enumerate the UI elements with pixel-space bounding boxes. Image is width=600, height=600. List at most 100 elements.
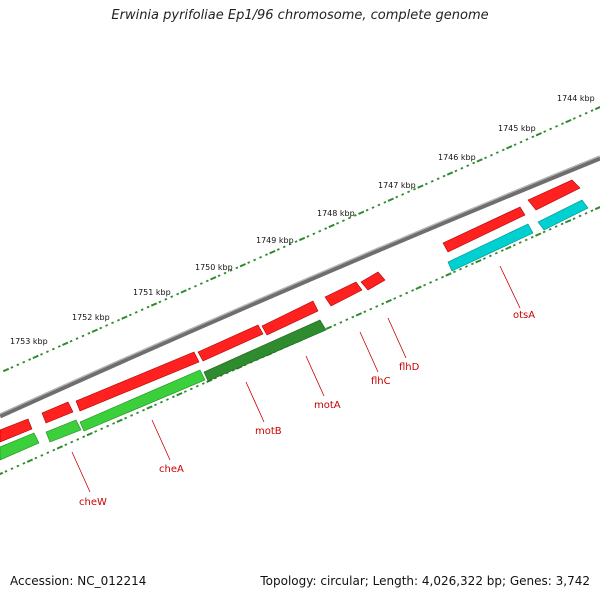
inner-tick-96: [572, 217, 576, 220]
outer-tick-100: [594, 106, 600, 111]
reverse-gene-cheW-region[interactable]: [45, 419, 82, 443]
gene-label-cheA[interactable]: cheA: [159, 464, 184, 475]
gene-arrow-motB[interactable]: [197, 324, 264, 362]
inner-tick-18: [106, 424, 110, 428]
forward-genes: [0, 179, 581, 443]
inner-tick-72: [429, 281, 433, 284]
outer-tick-70: [417, 184, 424, 189]
kbp-label-1753: 1753 kbp: [10, 337, 48, 346]
outer-tick-67: [401, 193, 405, 196]
reverse-gene-cheA-region[interactable]: [79, 369, 206, 432]
inner-tick-59: [351, 315, 355, 319]
outer-tick-18: [111, 321, 115, 325]
outer-tick-55: [328, 223, 335, 229]
outer-tick-19: [117, 318, 120, 322]
leader-flhD: [387, 317, 407, 359]
outer-tick-95: [565, 118, 572, 124]
gene-labels: otsA flhD flhC motA motB cheA cheW: [79, 310, 535, 508]
outer-tick-97: [578, 114, 582, 118]
inner-tick-63: [375, 305, 379, 308]
outer-tick-9: [57, 345, 61, 348]
outer-tick-94: [561, 122, 564, 126]
outer-tick-82: [489, 153, 493, 157]
leader-motB: [245, 381, 265, 423]
outer-tick-52: [312, 232, 316, 236]
kbp-label-1750: 1750 kbp: [195, 263, 233, 272]
rna-arrow-lower[interactable]: [447, 223, 534, 272]
inner-tick-95: [564, 219, 572, 224]
inner-tick-79: [470, 262, 474, 266]
outer-tick-45: [269, 249, 276, 255]
outer-tick-63: [377, 203, 381, 207]
inner-tick-28: [165, 398, 169, 401]
gene-label-motB[interactable]: motB: [255, 426, 282, 437]
inner-tick-3: [16, 464, 20, 468]
outer-tick-54: [324, 227, 328, 230]
outer-tick-75: [446, 171, 454, 176]
inner-tick-32: [189, 387, 193, 391]
reverse-gene-left-edge[interactable]: [0, 432, 40, 461]
genome-summary: Topology: circular; Length: 4,026,322 bp…: [260, 574, 590, 588]
inner-tick-35: [206, 378, 213, 384]
outer-tick-35: [210, 276, 217, 281]
gene-arrow-otsA[interactable]: [442, 206, 526, 253]
outer-tick-2: [16, 363, 20, 367]
gene-arrow-flhC[interactable]: [324, 281, 363, 307]
gene-label-flhD[interactable]: flhD: [399, 362, 420, 373]
outer-tick-60: [358, 210, 365, 215]
outer-tick-4: [28, 358, 32, 361]
outer-tick-72: [430, 180, 434, 183]
inner-tick-73: [435, 278, 439, 282]
outer-tick-23: [140, 308, 144, 312]
reverse-gene-dark[interactable]: [203, 319, 327, 382]
gene-label-cheW[interactable]: cheW: [79, 497, 107, 508]
gene-arrow-cheW[interactable]: [41, 401, 74, 424]
outer-tick-5: [32, 354, 39, 360]
outer-tick-3: [22, 360, 26, 364]
inner-tick-100: [594, 206, 600, 211]
inner-tick-19: [112, 422, 116, 425]
inner-tick-9: [52, 448, 56, 452]
outer-tick-59: [353, 214, 357, 217]
inner-tick-55: [325, 325, 333, 330]
gene-arrow-otsA-upper[interactable]: [527, 179, 581, 211]
outer-tick-12: [75, 337, 79, 340]
outer-tick-16: [99, 326, 103, 330]
gene-leader-lines: [71, 265, 521, 493]
inner-tick-68: [405, 291, 409, 295]
inner-tick-5: [26, 458, 34, 463]
outer-tick-66: [395, 195, 399, 199]
rna-arrow-upper[interactable]: [537, 199, 589, 231]
outer-tick-46: [276, 248, 280, 251]
outer-tick-88: [525, 138, 529, 141]
inner-tick-78: [464, 265, 468, 268]
inner-tick-80: [475, 259, 482, 264]
outer-scale-ticks: [2, 106, 600, 373]
outer-tick-69: [413, 187, 416, 191]
inner-tick-58: [345, 318, 349, 322]
inner-tick-88: [524, 238, 528, 242]
leader-motA: [305, 355, 325, 397]
gene-label-flhC[interactable]: flhC: [371, 376, 391, 387]
gene-arrow-cheA[interactable]: [75, 351, 200, 412]
inner-tick-56: [333, 323, 337, 327]
inner-tick-87: [518, 241, 522, 244]
outer-tick-77: [460, 166, 464, 170]
outer-tick-42: [253, 258, 257, 262]
inner-tick-34: [201, 382, 205, 385]
outer-tick-20: [121, 315, 128, 320]
outer-tick-0: [2, 367, 10, 373]
inner-tick-91: [542, 230, 546, 234]
outer-tick-89: [531, 135, 535, 139]
inner-tick-13: [76, 438, 80, 441]
gene-label-otsA[interactable]: otsA: [513, 310, 535, 321]
gene-label-motA[interactable]: motA: [314, 400, 341, 411]
inner-tick-57: [339, 321, 343, 324]
inner-tick-0: [0, 471, 4, 476]
gene-arrow-motA[interactable]: [261, 300, 319, 336]
kbp-label-1744: 1744 kbp: [557, 94, 595, 103]
inner-tick-7: [40, 454, 44, 457]
outer-tick-29: [176, 292, 180, 296]
gene-arrow-left-edge[interactable]: [0, 418, 33, 443]
gene-arrow-flhD[interactable]: [360, 271, 386, 291]
